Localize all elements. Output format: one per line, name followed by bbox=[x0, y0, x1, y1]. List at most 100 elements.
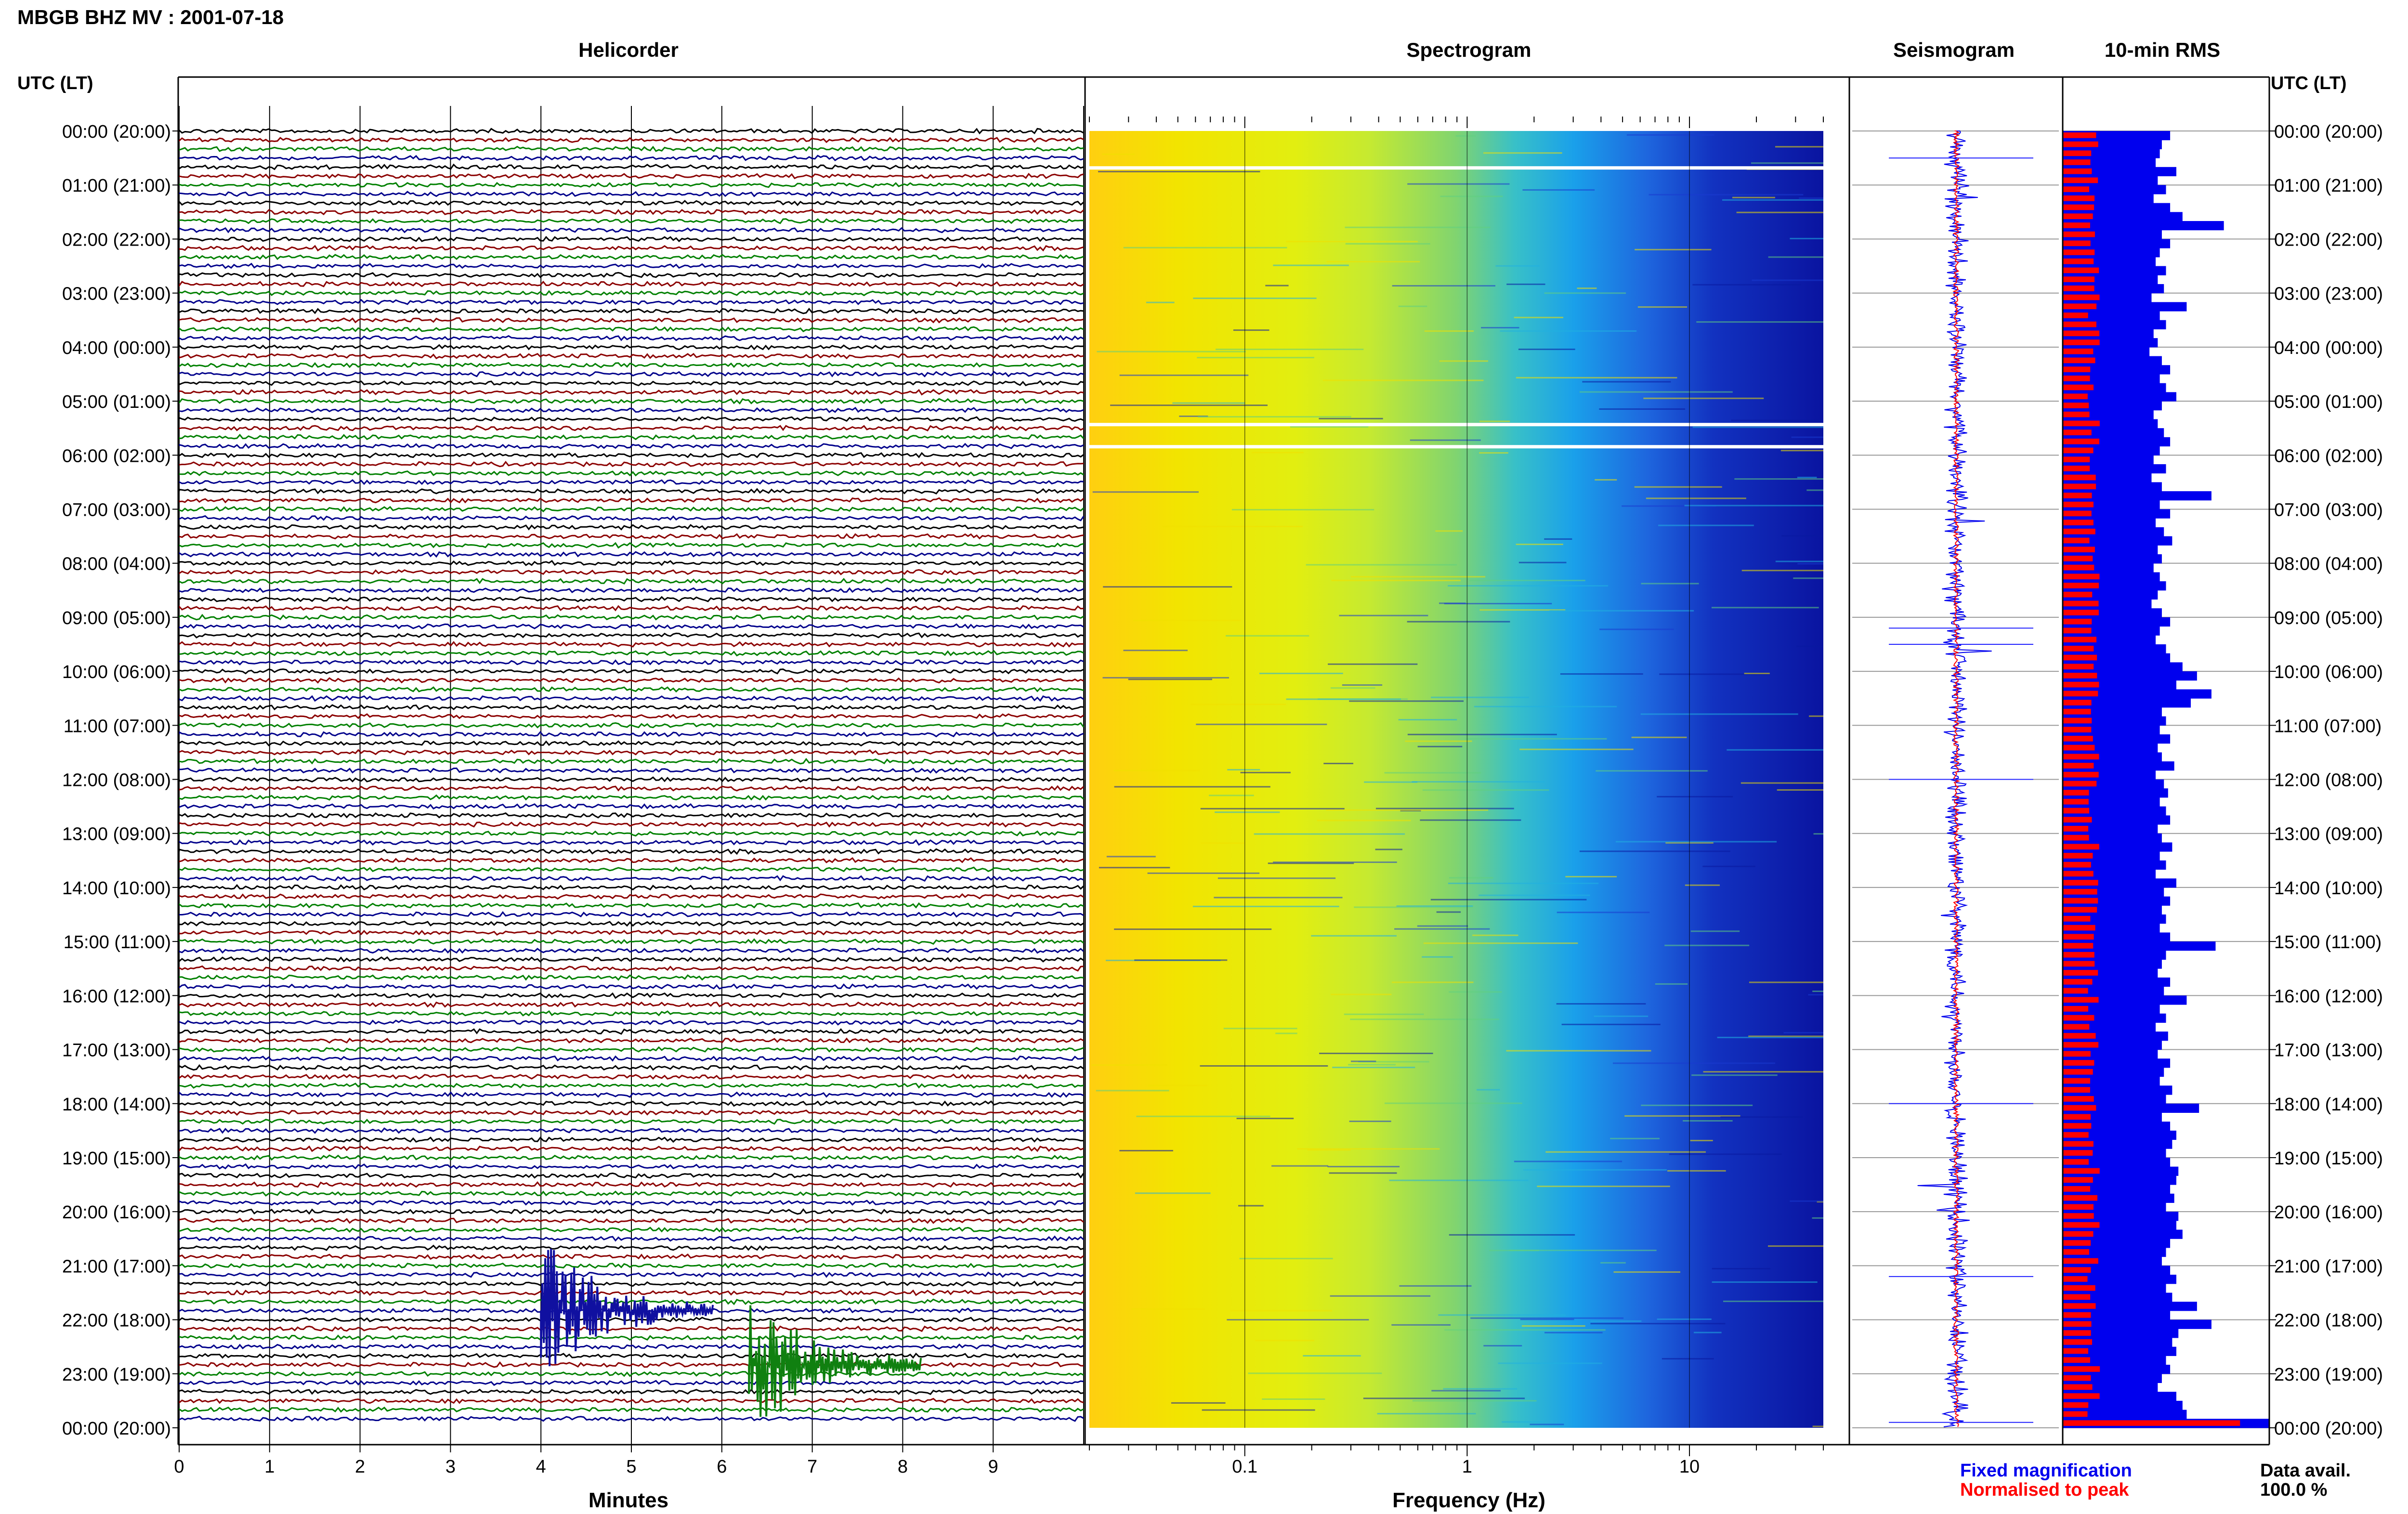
rms-normalised-bar bbox=[2063, 483, 2096, 489]
spectrogram-texture bbox=[1456, 135, 1476, 137]
rms-normalised-bar bbox=[2063, 1114, 2091, 1120]
time-label-left: 16:00 (12:00) bbox=[62, 986, 171, 1006]
rms-normalised-bar bbox=[2063, 781, 2096, 787]
rms-normalised-bar bbox=[2063, 1276, 2088, 1282]
spectrogram-texture bbox=[1408, 734, 1557, 735]
spectrogram-texture bbox=[1657, 796, 1733, 797]
time-label-left: 22:00 (18:00) bbox=[62, 1311, 171, 1331]
helicorder-x-tick-label: 9 bbox=[988, 1457, 998, 1477]
time-label-left: 02:00 (22:00) bbox=[62, 230, 171, 250]
spectrogram-texture bbox=[1193, 906, 1339, 907]
spectrogram-texture bbox=[1303, 1355, 1361, 1357]
spectrogram-texture bbox=[1776, 561, 1823, 562]
spectrogram-texture bbox=[1509, 1250, 1656, 1251]
spectrogram-texture bbox=[1562, 1024, 1661, 1025]
time-label-right: 11:00 (07:00) bbox=[2274, 716, 2382, 736]
spectrogram-texture bbox=[1331, 580, 1461, 581]
spectrogram-texture bbox=[1209, 795, 1254, 796]
spectrogram-texture bbox=[1498, 1362, 1602, 1364]
spectrogram-texture bbox=[1136, 1116, 1270, 1117]
spectrogram-texture bbox=[1768, 256, 1823, 258]
spectrogram-texture bbox=[1328, 1166, 1400, 1167]
spectrogram-texture bbox=[1744, 673, 1770, 674]
spectrogram-texture bbox=[1590, 1323, 1725, 1324]
rms-normalised-bar bbox=[2063, 880, 2098, 886]
seismogram-title: Seismogram bbox=[1893, 39, 2015, 61]
spectrogram-x-tick-label: 10 bbox=[1679, 1457, 1700, 1477]
spectrogram-texture bbox=[1495, 265, 1539, 267]
spectrogram-texture bbox=[1418, 746, 1463, 747]
spectrogram-texture bbox=[1332, 1067, 1415, 1068]
time-label-left: 00:00 (20:00) bbox=[62, 1419, 171, 1439]
rms-normalised-bar bbox=[2063, 1177, 2093, 1183]
spectrogram-xlabel: Frequency (Hz) bbox=[1392, 1488, 1545, 1512]
spectrogram-texture bbox=[1119, 1150, 1173, 1151]
spectrogram-texture bbox=[1646, 497, 1746, 499]
time-label-left: 09:00 (05:00) bbox=[62, 608, 171, 628]
rms-normalised-bar bbox=[2063, 1006, 2088, 1012]
spectrogram-texture bbox=[1385, 772, 1481, 773]
rms-normalised-bar bbox=[2063, 691, 2098, 696]
spectrogram-texture bbox=[1196, 724, 1327, 725]
spectrogram-texture bbox=[1520, 1318, 1574, 1320]
spectrogram-texture bbox=[1273, 861, 1397, 863]
spectrogram-texture bbox=[1376, 808, 1514, 809]
spectrogram-texture bbox=[1594, 1016, 1649, 1017]
time-label-left: 04:00 (00:00) bbox=[62, 338, 171, 358]
rms-normalised-bar bbox=[2063, 1348, 2088, 1354]
time-label-left: 07:00 (03:00) bbox=[62, 500, 171, 520]
spectrogram-texture bbox=[1477, 1089, 1500, 1091]
spectrogram-texture bbox=[1323, 379, 1484, 381]
rms-normalised-bar bbox=[2063, 556, 2093, 561]
helicorder-x-tick-label: 8 bbox=[898, 1457, 908, 1477]
spectrogram-texture bbox=[1544, 538, 1572, 540]
spectrogram-texture bbox=[1580, 392, 1733, 393]
spectrogram-texture bbox=[1799, 197, 1823, 199]
rms-normalised-bar bbox=[2063, 1339, 2092, 1345]
time-label-left: 14:00 (10:00) bbox=[62, 878, 171, 899]
spectrogram-texture bbox=[1099, 867, 1170, 868]
spectrogram-texture bbox=[1596, 770, 1707, 771]
spectrogram-texture bbox=[1557, 1003, 1646, 1005]
rms-normalised-bar bbox=[2063, 547, 2095, 552]
spectrogram-texture bbox=[1613, 1271, 1680, 1273]
spectrogram-texture bbox=[1610, 1138, 1660, 1139]
rms-normalised-bar bbox=[2063, 420, 2100, 426]
rms-normalised-bar bbox=[2063, 997, 2099, 1003]
time-label-right: 00:00 (20:00) bbox=[2274, 122, 2383, 142]
spectrogram-texture bbox=[1200, 1065, 1328, 1067]
spectrogram-texture bbox=[1392, 285, 1495, 287]
time-label-right: 02:00 (22:00) bbox=[2274, 230, 2383, 250]
rms-normalised-bar bbox=[2063, 330, 2099, 336]
spectrogram-texture bbox=[1549, 610, 1694, 612]
spectrogram-texture bbox=[1667, 1170, 1726, 1172]
time-labels-left: 00:00 (20:00)01:00 (21:00)02:00 (22:00)0… bbox=[62, 122, 178, 1439]
spectrogram-texture bbox=[1319, 1053, 1433, 1054]
spectrogram-texture bbox=[1422, 956, 1453, 958]
rms-normalised-bar bbox=[2063, 1051, 2091, 1057]
helicorder-x-tick-label: 7 bbox=[807, 1457, 817, 1477]
rms-normalised-bar bbox=[2063, 916, 2090, 922]
spectrogram-texture bbox=[1519, 749, 1633, 750]
spectrogram-texture bbox=[1560, 673, 1643, 675]
spectrogram-texture bbox=[1344, 1014, 1424, 1015]
spectrogram-texture bbox=[1519, 562, 1567, 563]
helicorder-event-trace bbox=[541, 1249, 713, 1366]
utc-lt-label-left: UTC (LT) bbox=[17, 73, 93, 93]
spectrogram-texture bbox=[1516, 377, 1677, 378]
rms-normalised-bar bbox=[2063, 1330, 2091, 1336]
spectrogram-texture bbox=[1271, 1165, 1328, 1167]
time-label-left: 21:00 (17:00) bbox=[62, 1256, 171, 1277]
spectrogram-texture bbox=[1669, 1153, 1782, 1155]
spectrogram-texture bbox=[1265, 285, 1288, 287]
rms-normalised-bar bbox=[2063, 1132, 2089, 1138]
spectrogram-texture bbox=[1319, 418, 1383, 419]
spectrogram-texture bbox=[1752, 279, 1823, 281]
spectrogram-texture bbox=[1749, 981, 1823, 983]
spectrogram-texture bbox=[1431, 899, 1587, 901]
spectrogram-texture bbox=[1339, 615, 1428, 616]
spectrogram-x-tick-label: 0.1 bbox=[1232, 1457, 1257, 1477]
rms-panel bbox=[2063, 131, 2269, 1428]
time-label-right: 05:00 (01:00) bbox=[2274, 392, 2383, 412]
